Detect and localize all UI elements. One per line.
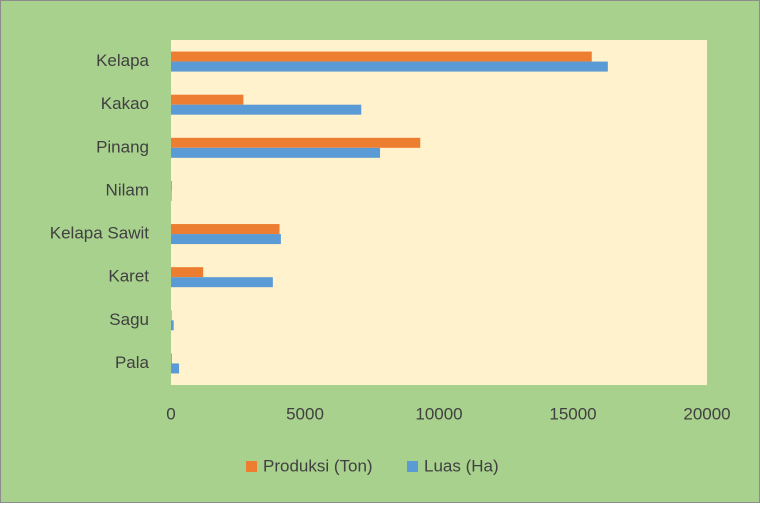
y-tick-label: Karet bbox=[108, 267, 149, 286]
x-tick-label: 0 bbox=[166, 404, 175, 423]
bar bbox=[171, 147, 381, 158]
bar bbox=[171, 353, 172, 364]
bar bbox=[171, 363, 180, 374]
bar bbox=[171, 94, 244, 105]
y-tick-label: Pinang bbox=[96, 137, 149, 156]
plot-area bbox=[171, 40, 707, 385]
x-tick-label: 10000 bbox=[415, 404, 462, 423]
bar bbox=[171, 137, 421, 148]
bar bbox=[171, 277, 273, 288]
bar bbox=[171, 310, 172, 321]
bar bbox=[171, 234, 281, 245]
y-tick-label: Kakao bbox=[101, 94, 149, 113]
legend-swatch bbox=[246, 461, 257, 472]
y-tick-label: Sagu bbox=[109, 310, 149, 329]
y-tick-label: Kelapa Sawit bbox=[50, 224, 150, 243]
bar bbox=[171, 51, 592, 62]
legend-label: Produksi (Ton) bbox=[263, 456, 373, 475]
y-tick-label: Kelapa bbox=[96, 51, 149, 70]
bar bbox=[171, 104, 362, 115]
x-tick-label: 5000 bbox=[286, 404, 324, 423]
y-tick-label: Pala bbox=[115, 353, 150, 372]
bar bbox=[171, 190, 172, 201]
legend-label: Luas (Ha) bbox=[424, 456, 499, 475]
bar bbox=[171, 267, 204, 278]
x-tick-label: 15000 bbox=[549, 404, 596, 423]
bar bbox=[171, 224, 280, 235]
bar bbox=[171, 180, 172, 191]
y-tick-label: Nilam bbox=[106, 180, 149, 199]
bar bbox=[171, 320, 174, 331]
legend-swatch bbox=[407, 461, 418, 472]
x-tick-label: 20000 bbox=[683, 404, 730, 423]
bar bbox=[171, 61, 608, 72]
